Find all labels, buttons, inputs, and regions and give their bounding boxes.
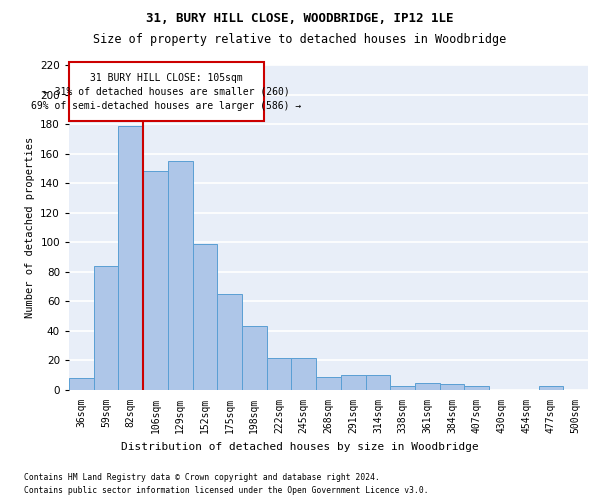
Text: 31, BURY HILL CLOSE, WOODBRIDGE, IP12 1LE: 31, BURY HILL CLOSE, WOODBRIDGE, IP12 1L… — [146, 12, 454, 26]
Bar — [94, 266, 118, 390]
Bar — [217, 294, 242, 390]
Bar — [316, 376, 341, 390]
Text: Contains public sector information licensed under the Open Government Licence v3: Contains public sector information licen… — [24, 486, 428, 495]
Bar — [464, 386, 489, 390]
Text: 31 BURY HILL CLOSE: 105sqm
← 31% of detached houses are smaller (260)
69% of sem: 31 BURY HILL CLOSE: 105sqm ← 31% of deta… — [31, 72, 302, 110]
Bar — [341, 375, 365, 390]
Bar — [539, 386, 563, 390]
Bar — [292, 358, 316, 390]
Bar — [118, 126, 143, 390]
Bar — [415, 382, 440, 390]
Bar — [168, 161, 193, 390]
Text: Size of property relative to detached houses in Woodbridge: Size of property relative to detached ho… — [94, 32, 506, 46]
Text: Distribution of detached houses by size in Woodbridge: Distribution of detached houses by size … — [121, 442, 479, 452]
Bar — [193, 244, 217, 390]
Bar — [69, 378, 94, 390]
Y-axis label: Number of detached properties: Number of detached properties — [25, 137, 35, 318]
Bar — [267, 358, 292, 390]
Bar — [69, 62, 264, 121]
Text: Contains HM Land Registry data © Crown copyright and database right 2024.: Contains HM Land Registry data © Crown c… — [24, 472, 380, 482]
Bar — [365, 375, 390, 390]
Bar — [143, 172, 168, 390]
Bar — [440, 384, 464, 390]
Bar — [242, 326, 267, 390]
Bar — [390, 386, 415, 390]
